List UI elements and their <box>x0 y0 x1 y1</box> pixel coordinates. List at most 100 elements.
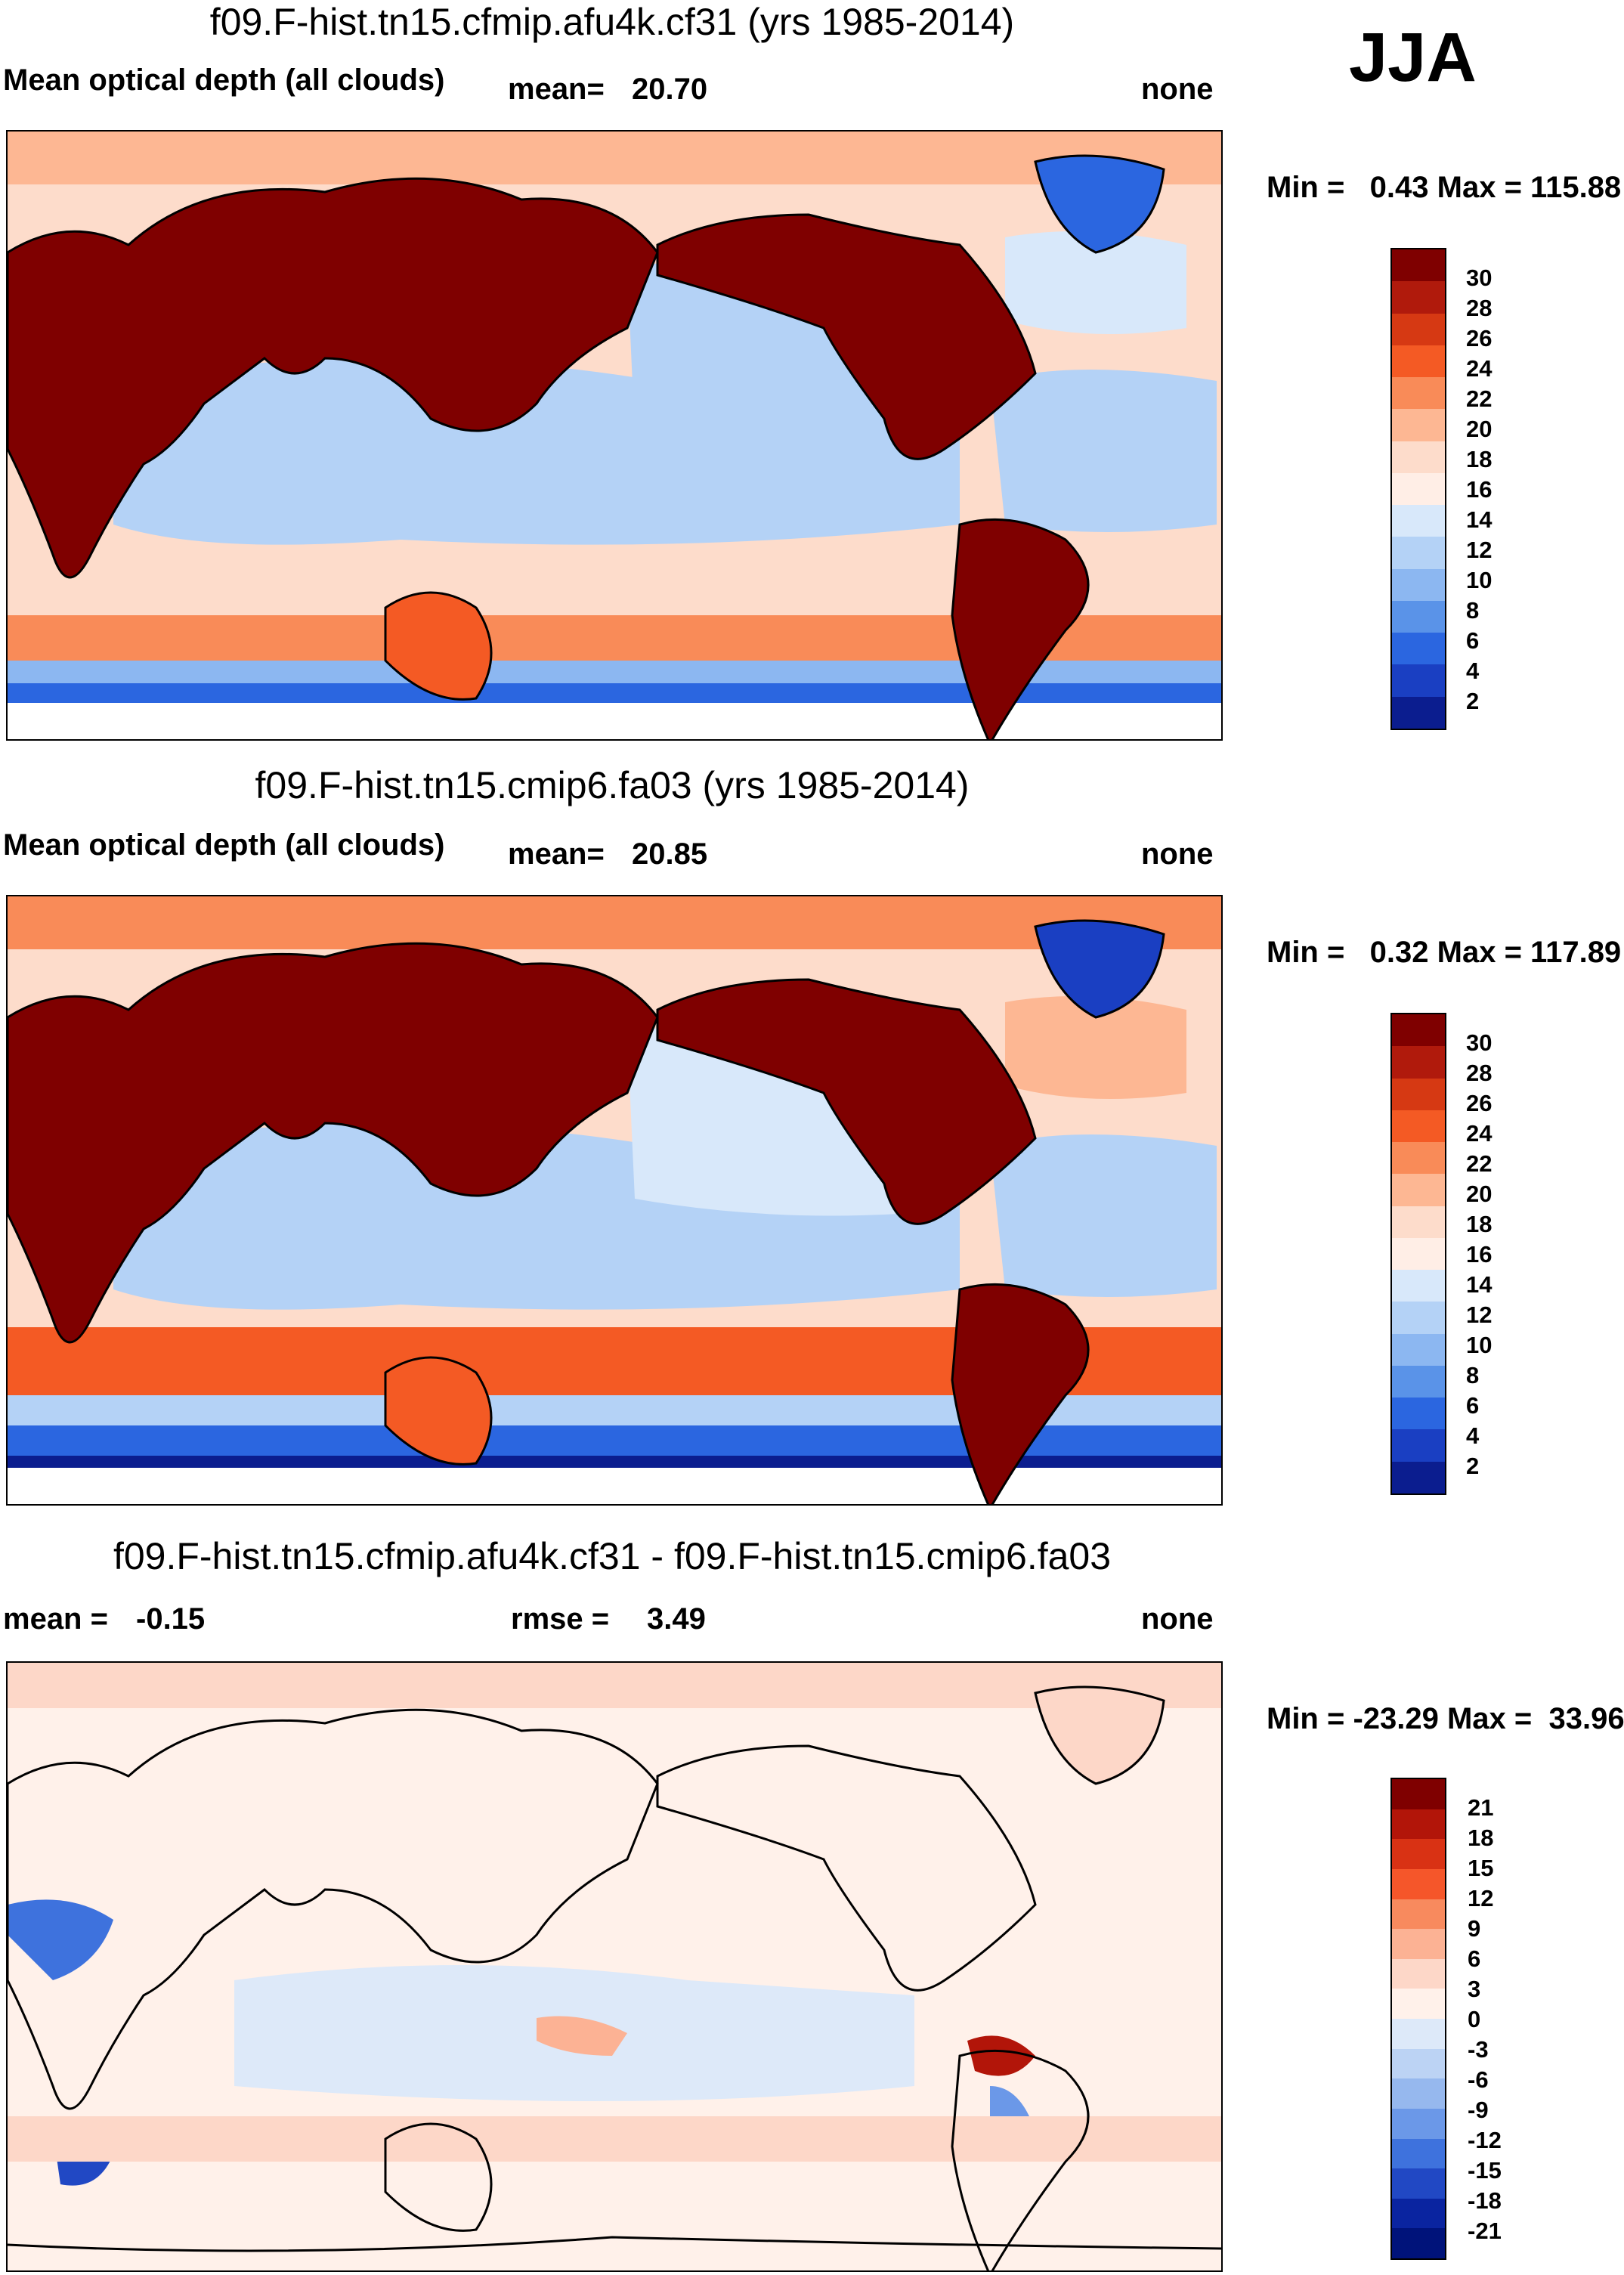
panel3-minmax: Min = -23.29 Max = 33.96 <box>1267 1702 1624 1735</box>
colorbar-tick-label: 8 <box>1466 597 1480 624</box>
colorbar-swatch <box>1392 1461 1445 1493</box>
australia-land <box>384 1356 493 1466</box>
colorbar-swatch <box>1392 472 1445 506</box>
antarctic-band-2 <box>8 683 1221 706</box>
panel3-title: f09.F-hist.tn15.cfmip.afu4k.cf31 - f09.F… <box>113 1535 1112 1577</box>
greenland-land <box>1034 154 1165 254</box>
north-atlantic <box>1005 996 1186 1099</box>
panel2-colorbar <box>1390 1013 1446 1495</box>
colorbar-tick-label: 0 <box>1468 2006 1481 2032</box>
north-america-land <box>656 213 1037 460</box>
panel3-map-field <box>8 1663 1221 2270</box>
greenland-land <box>1034 919 1165 1019</box>
colorbar-swatch <box>1392 345 1445 378</box>
colorbar-swatch <box>1392 2108 1445 2139</box>
colorbar-swatch <box>1392 2228 1445 2258</box>
colorbar-swatch <box>1392 537 1445 569</box>
colorbar-swatch <box>1392 1779 1445 1809</box>
eurasia-africa-land <box>8 177 659 579</box>
colorbar-tick-label: 10 <box>1466 1332 1493 1358</box>
panel1-title: f09.F-hist.tn15.cfmip.afu4k.cf31 (yrs 19… <box>209 1 1015 43</box>
panel3-units: none <box>1141 1602 1214 1636</box>
colorbar-tick-label: 3 <box>1468 1976 1481 2002</box>
south-atlantic <box>990 370 1217 532</box>
colorbar-swatch <box>1392 1046 1445 1079</box>
colorbar-tick-label: -3 <box>1468 2036 1489 2063</box>
colorbar-tick-label: -15 <box>1468 2157 1502 2184</box>
colorbar-swatch <box>1392 696 1445 729</box>
colorbar-tick-label: -21 <box>1468 2218 1502 2244</box>
colorbar-tick-label: 15 <box>1468 1855 1494 1881</box>
colorbar-tick-label: 16 <box>1466 476 1493 503</box>
colorbar-swatch <box>1392 2078 1445 2109</box>
colorbar-swatch <box>1392 2168 1445 2199</box>
panel1-units: none <box>1141 73 1214 106</box>
colorbar-swatch <box>1392 633 1445 665</box>
season-label: JJA <box>1349 19 1477 96</box>
north-america-coastline <box>656 1744 1037 1992</box>
colorbar-tick-label: 22 <box>1466 385 1493 412</box>
panel3-mean-label: mean = <box>3 1602 108 1636</box>
panel1-mean-label: mean= <box>508 73 605 106</box>
colorbar-tick-label: -6 <box>1468 2066 1489 2093</box>
colorbar-tick-label: 18 <box>1468 1825 1494 1851</box>
colorbar-tick-label: -12 <box>1468 2127 1502 2153</box>
colorbar-swatch <box>1392 1206 1445 1238</box>
colorbar-tick-label: 26 <box>1466 1090 1493 1116</box>
colorbar-tick-label: 28 <box>1466 1060 1493 1086</box>
colorbar-tick-label: 28 <box>1466 295 1493 321</box>
colorbar-tick-label: 6 <box>1468 1945 1481 1972</box>
colorbar-tick-label: 22 <box>1466 1150 1493 1177</box>
panel2-mean-value: 20.85 <box>632 837 708 871</box>
colorbar-tick-label: 12 <box>1466 537 1493 563</box>
colorbar-tick-label: -9 <box>1468 2097 1489 2123</box>
panel2-title: f09.F-hist.tn15.cmip6.fa03 (yrs 1985-201… <box>255 764 970 806</box>
colorbar-tick-label: 4 <box>1466 658 1480 684</box>
colorbar-tick-label: 2 <box>1466 1453 1480 1479</box>
colorbar-swatch <box>1392 441 1445 473</box>
colorbar-tick-label: 16 <box>1466 1241 1493 1268</box>
colorbar-swatch <box>1392 1839 1445 1869</box>
colorbar-swatch <box>1392 1014 1445 1047</box>
colorbar-swatch <box>1392 1270 1445 1302</box>
panel3-colorbar <box>1390 1778 1446 2260</box>
colorbar-swatch <box>1392 1302 1445 1334</box>
panel1-colorbar <box>1390 248 1446 730</box>
positive-anomaly <box>537 2016 627 2056</box>
panel3-mean-value: -0.15 <box>136 1602 206 1636</box>
panel2-mean-label: mean= <box>508 837 605 871</box>
colorbar-swatch <box>1392 1929 1445 1959</box>
colorbar-swatch <box>1392 1110 1445 1143</box>
colorbar-swatch <box>1392 664 1445 697</box>
colorbar-swatch <box>1392 281 1445 314</box>
positive-anomaly <box>967 2035 1035 2076</box>
colorbar-swatch <box>1392 1398 1445 1430</box>
panel1-minmax: Min = 0.43 Max = 115.88 <box>1267 171 1622 204</box>
colorbar-tick-label: 24 <box>1466 1120 1493 1147</box>
arctic-band <box>8 1663 1221 1708</box>
panel2-map <box>6 895 1223 1506</box>
colorbar-tick-label: 12 <box>1466 1302 1493 1328</box>
southern-ocean-band <box>8 2116 1221 2162</box>
colorbar-tick-label: 4 <box>1466 1422 1480 1449</box>
colorbar-swatch <box>1392 1174 1445 1206</box>
diff-background <box>8 1663 1221 2270</box>
panel2-map-field <box>8 896 1221 1504</box>
colorbar-tick-label: 14 <box>1466 506 1493 533</box>
colorbar-swatch <box>1392 1809 1445 1840</box>
greenland-coastline <box>1034 1685 1165 1785</box>
antarctica-coastline <box>8 2236 1221 2252</box>
colorbar-tick-label: -18 <box>1468 2187 1502 2214</box>
south-atlantic <box>990 1134 1217 1297</box>
north-america-land <box>656 978 1037 1225</box>
colorbar-swatch <box>1392 409 1445 441</box>
colorbar-tick-label: 21 <box>1468 1794 1494 1821</box>
colorbar-tick-label: 2 <box>1466 688 1480 714</box>
colorbar-swatch <box>1392 568 1445 601</box>
colorbar-tick-label: 14 <box>1466 1271 1493 1298</box>
colorbar-swatch <box>1392 1078 1445 1110</box>
colorbar-swatch <box>1392 1237 1445 1271</box>
panel3-rmse-label: rmse = <box>511 1602 610 1636</box>
panel1-mean-value: 20.70 <box>632 73 708 106</box>
colorbar-tick-label: 24 <box>1466 355 1493 382</box>
